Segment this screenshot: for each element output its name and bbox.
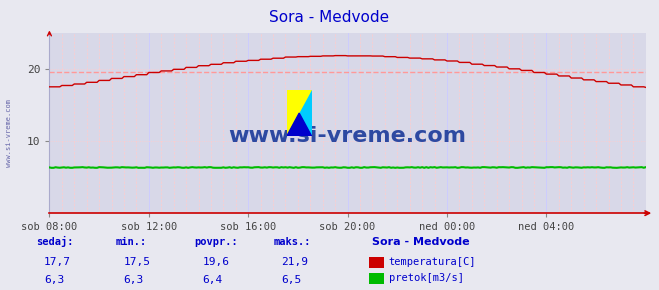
- Text: maks.:: maks.:: [273, 237, 311, 247]
- Text: Sora - Medvode: Sora - Medvode: [270, 10, 389, 25]
- Text: 17,7: 17,7: [44, 257, 71, 267]
- Polygon shape: [287, 90, 312, 136]
- Text: 6,4: 6,4: [202, 275, 223, 285]
- Text: 6,3: 6,3: [44, 275, 65, 285]
- Text: 6,5: 6,5: [281, 275, 302, 285]
- Text: temperatura[C]: temperatura[C]: [389, 258, 476, 267]
- Text: min.:: min.:: [115, 237, 146, 247]
- Text: 19,6: 19,6: [202, 257, 229, 267]
- Text: povpr.:: povpr.:: [194, 237, 238, 247]
- Text: www.si-vreme.com: www.si-vreme.com: [229, 126, 467, 146]
- Text: Sora - Medvode: Sora - Medvode: [372, 237, 470, 247]
- Text: www.si-vreme.com: www.si-vreme.com: [5, 99, 12, 167]
- Text: 6,3: 6,3: [123, 275, 144, 285]
- Text: 21,9: 21,9: [281, 257, 308, 267]
- Polygon shape: [287, 113, 312, 136]
- Polygon shape: [287, 90, 312, 136]
- Text: 17,5: 17,5: [123, 257, 150, 267]
- Text: pretok[m3/s]: pretok[m3/s]: [389, 273, 464, 283]
- Text: sedaj:: sedaj:: [36, 236, 74, 247]
